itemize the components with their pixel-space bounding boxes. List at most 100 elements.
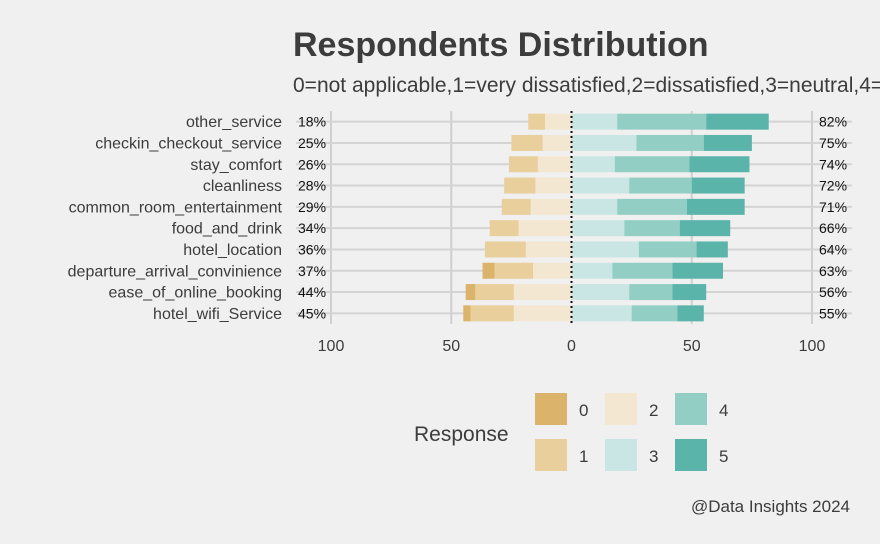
bar-departure_arrival_convinience-response-3 (571, 262, 613, 279)
legend-key-3 (605, 439, 637, 471)
bar-other_service-response-4 (617, 113, 707, 130)
bar-ease_of_online_booking-response-1 (475, 284, 514, 301)
bar-common_room_entertainment-response-2 (530, 198, 572, 215)
x-tick-label: 50 (683, 338, 701, 355)
bar-cleanliness-response-2 (535, 177, 572, 194)
left-percent-label: 36% (298, 241, 326, 257)
bar-other_service-response-3 (571, 113, 618, 130)
left-percent-label: 29% (298, 199, 326, 215)
bar-departure_arrival_convinience-response-4 (612, 262, 673, 279)
category-label: food_and_drink (172, 221, 283, 238)
right-percent-label: 74% (819, 156, 847, 172)
bar-common_room_entertainment-response-3 (571, 198, 618, 215)
left-percent-label: 37% (298, 263, 326, 279)
bar-other_service-response-5 (706, 113, 769, 130)
left-percent-label: 34% (298, 220, 326, 236)
bar-food_and_drink-response-4 (624, 220, 680, 237)
category-label: hotel_wifi_Service (153, 306, 282, 323)
left-percent-label: 44% (298, 284, 326, 300)
legend-label: 4 (719, 401, 728, 420)
left-percent-label: 26% (298, 156, 326, 172)
bar-departure_arrival_convinience-response-5 (672, 262, 724, 279)
right-percent-label: 82% (819, 114, 847, 130)
chart-caption: @Data Insights 2024 (691, 497, 850, 516)
right-percent-label: 64% (819, 241, 847, 257)
bar-departure_arrival_convinience-response-1 (494, 262, 534, 279)
category-label: common_room_entertainment (69, 199, 283, 216)
legend-key-5 (675, 439, 707, 471)
bar-ease_of_online_booking-response-3 (571, 284, 630, 301)
bar-departure_arrival_convinience-response-0 (482, 262, 495, 279)
left-percent-label: 45% (298, 305, 326, 321)
bar-checkin_checkout_service-response-1 (511, 134, 543, 151)
legend-title: Response (414, 423, 509, 446)
bar-other_service-response-2 (545, 113, 572, 130)
legend-key-2 (605, 393, 637, 425)
category-label: other_service (186, 114, 282, 131)
legend-key-1 (535, 439, 567, 471)
x-tick-label: 50 (442, 338, 460, 355)
bar-common_room_entertainment-response-4 (617, 198, 687, 215)
bar-ease_of_online_booking-response-2 (513, 284, 572, 301)
legend-label: 2 (649, 401, 658, 420)
bar-stay_comfort-response-1 (508, 156, 538, 173)
bar-hotel_wifi_Service-response-2 (513, 305, 572, 322)
bar-hotel_wifi_Service-response-1 (470, 305, 514, 322)
category-label: cleanliness (203, 178, 282, 195)
bar-checkin_checkout_service-response-2 (542, 134, 572, 151)
plot-area: other_service 18% 82% checkin_checkout_serv… (68, 111, 852, 355)
x-tick-label: 0 (567, 338, 576, 355)
category-label: departure_arrival_convinience (68, 263, 282, 280)
bar-checkin_checkout_service-response-4 (636, 134, 704, 151)
bar-hotel_wifi_Service-response-4 (631, 305, 678, 322)
category-label: stay_comfort (190, 157, 282, 174)
legend-label: 0 (579, 401, 588, 420)
right-percent-label: 75% (819, 135, 847, 151)
bar-cleanliness-response-1 (504, 177, 536, 194)
chart-subtitle: 0=not applicable,1=very dissatisfied,2=d… (293, 74, 880, 97)
right-percent-label: 72% (819, 178, 847, 194)
legend-label: 3 (649, 447, 658, 466)
category-label: checkin_checkout_service (95, 135, 282, 152)
legend-key-4 (675, 393, 707, 425)
bar-checkin_checkout_service-response-5 (703, 134, 752, 151)
right-percent-label: 71% (819, 199, 847, 215)
legend-label: 5 (719, 447, 728, 466)
bar-checkin_checkout_service-response-3 (571, 134, 637, 151)
left-percent-label: 18% (298, 114, 326, 130)
right-percent-label: 66% (819, 220, 847, 236)
bar-hotel_location-response-3 (571, 241, 639, 258)
bar-stay_comfort-response-3 (571, 156, 615, 173)
bar-food_and_drink-response-1 (489, 220, 519, 237)
bar-ease_of_online_booking-response-0 (465, 284, 476, 301)
right-percent-label: 56% (819, 284, 847, 300)
bar-hotel_wifi_Service-response-5 (677, 305, 704, 322)
legend-key-0 (535, 393, 567, 425)
legend: Response 0 1 2 3 4 5 (414, 393, 728, 471)
left-percent-label: 25% (298, 135, 326, 151)
bar-cleanliness-response-3 (571, 177, 630, 194)
right-percent-label: 55% (819, 305, 847, 321)
bar-other_service-response-1 (528, 113, 546, 130)
chart-title: Respondents Distribution (293, 26, 709, 64)
left-percent-label: 28% (298, 178, 326, 194)
bar-food_and_drink-response-2 (518, 220, 572, 237)
legend-label: 1 (579, 447, 588, 466)
bar-stay_comfort-response-5 (689, 156, 750, 173)
bar-cleanliness-response-4 (629, 177, 692, 194)
right-percent-label: 63% (819, 263, 847, 279)
bar-hotel_location-response-1 (484, 241, 526, 258)
bar-departure_arrival_convinience-response-2 (533, 262, 572, 279)
bar-cleanliness-response-5 (691, 177, 745, 194)
category-label: hotel_location (183, 242, 282, 259)
bar-hotel_wifi_Service-response-0 (463, 305, 471, 322)
bar-common_room_entertainment-response-1 (501, 198, 531, 215)
bar-ease_of_online_booking-response-4 (629, 284, 673, 301)
bar-hotel_wifi_Service-response-3 (571, 305, 632, 322)
bar-hotel_location-response-4 (638, 241, 697, 258)
x-tick-label: 100 (799, 338, 826, 355)
bar-common_room_entertainment-response-5 (686, 198, 745, 215)
